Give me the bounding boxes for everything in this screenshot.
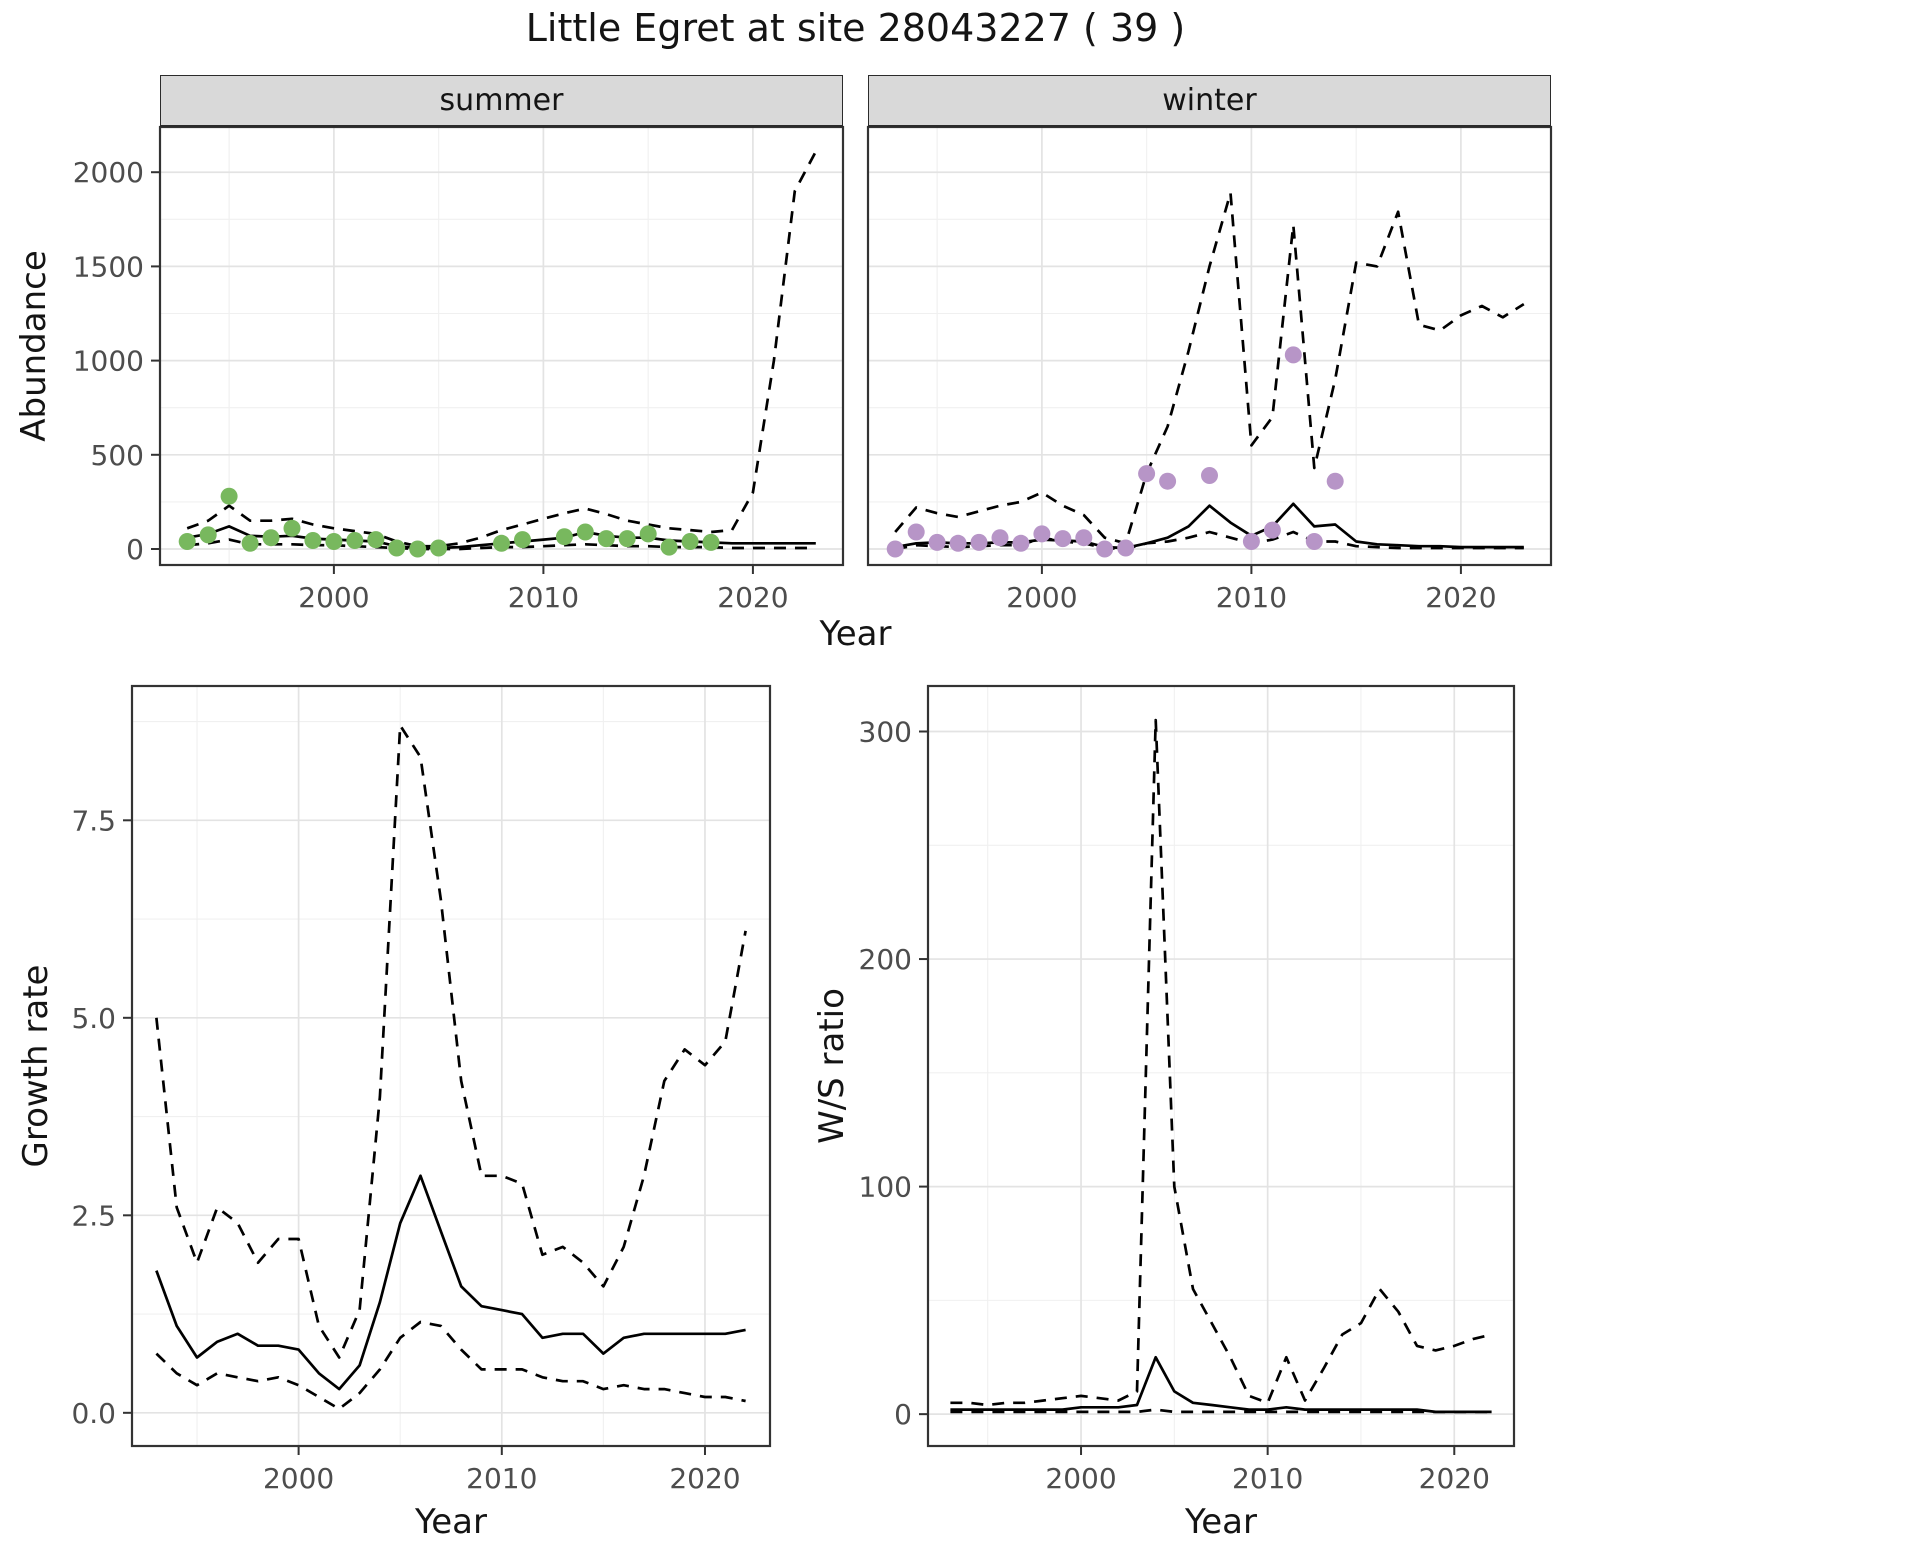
svg-text:0: 0 [126,533,144,566]
svg-text:2000: 2000 [1006,581,1077,614]
svg-text:2010: 2010 [1216,581,1287,614]
svg-text:7.5: 7.5 [71,804,116,837]
svg-text:0: 0 [894,1398,912,1431]
chart-title: Little Egret at site 28043227 ( 39 ) [525,6,1186,50]
svg-text:2020: 2020 [717,581,788,614]
svg-text:500: 500 [91,439,144,472]
y-axis-title-ws-ratio: W/S ratio [812,988,852,1144]
svg-text:2020: 2020 [1419,1462,1490,1495]
svg-text:2020: 2020 [1425,581,1496,614]
x-axis-title-year-top: Year [819,614,892,654]
facet-strip-summer: summer [160,75,843,127]
svg-text:1000: 1000 [73,345,144,378]
svg-text:2010: 2010 [1232,1462,1303,1495]
svg-text:2010: 2010 [508,581,579,614]
svg-text:2000: 2000 [298,581,369,614]
facet-strip-winter: winter [868,75,1551,127]
svg-text:2010: 2010 [466,1462,537,1495]
svg-text:200: 200 [859,943,912,976]
x-axis-title-year-growth: Year [415,1502,487,1542]
y-axis-title-abundance: Abundance [14,250,54,442]
y-axis-title-growth-rate: Growth rate [16,964,56,1168]
svg-text:2000: 2000 [263,1462,334,1495]
svg-text:300: 300 [859,716,912,749]
svg-text:100: 100 [859,1171,912,1204]
svg-text:2000: 2000 [73,156,144,189]
svg-text:2.5: 2.5 [71,1199,116,1232]
svg-text:1500: 1500 [73,250,144,283]
svg-text:5.0: 5.0 [71,1002,116,1035]
svg-text:2020: 2020 [669,1462,740,1495]
x-axis-title-year-ws: Year [1185,1502,1257,1542]
svg-text:0.0: 0.0 [71,1397,116,1430]
svg-text:2000: 2000 [1045,1462,1116,1495]
